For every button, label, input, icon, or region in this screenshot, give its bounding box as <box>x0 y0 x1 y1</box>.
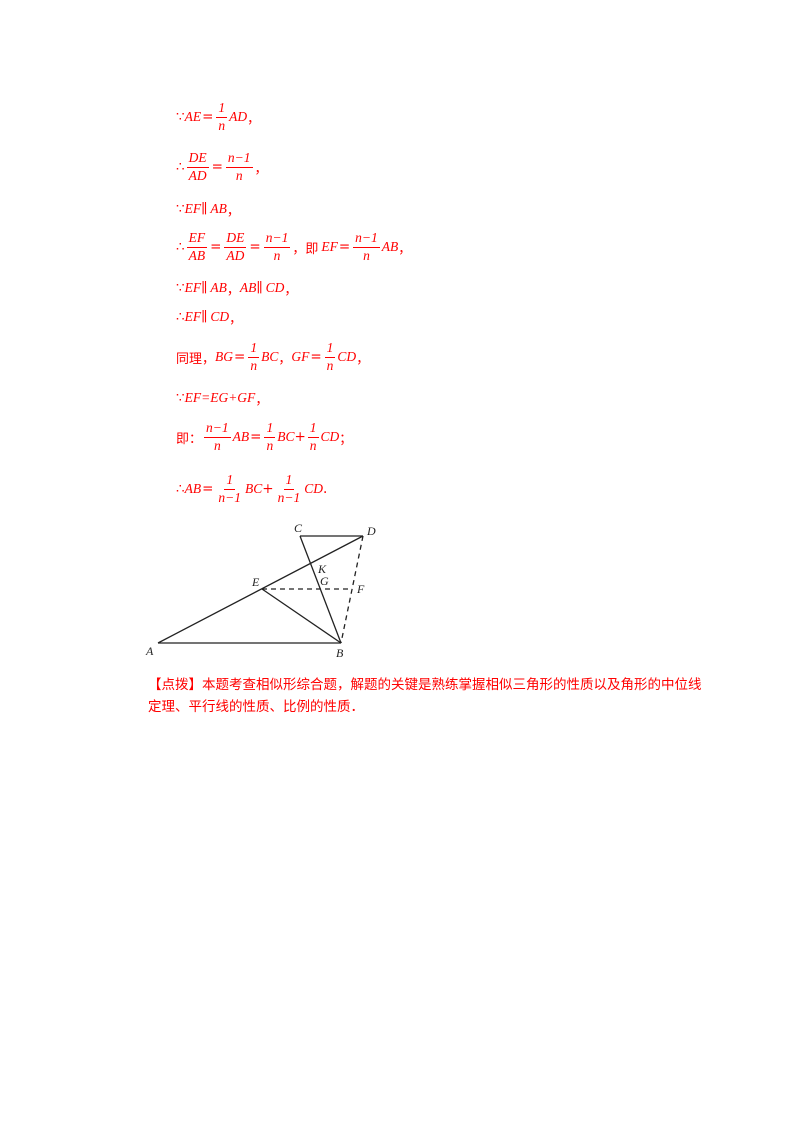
fraction: 1 n−1 <box>277 472 301 505</box>
label-A: A <box>145 644 154 658</box>
equals: = <box>202 109 214 125</box>
label-E: E <box>251 575 260 589</box>
term: AD <box>229 109 248 124</box>
parallel-symbol: ∥ <box>201 201 208 217</box>
segment-DB <box>340 535 364 644</box>
note-text: 本题考查相似形综合题，解题的关键是熟练掌握相似三角形的性质以及角形的中位线定理、… <box>148 677 702 715</box>
therefore-symbol: ∴ <box>176 159 185 175</box>
step-9: 即： n−1 n AB = 1 n BC + 1 n CD ； <box>176 420 353 453</box>
fraction: n−1 n <box>353 230 380 263</box>
fraction: n−1 n <box>204 420 231 453</box>
step-10: ∴ AB = 1 n−1 BC + 1 n−1 CD . <box>176 472 328 505</box>
parallel-symbol: ∥ <box>201 280 208 296</box>
fraction: 1 n <box>307 420 319 453</box>
label-K: K <box>317 562 327 576</box>
term: AE <box>184 109 202 124</box>
fraction: 1 n <box>324 340 336 373</box>
fraction: EF AB <box>186 230 208 263</box>
note-tag: 【点拨】 <box>148 677 202 693</box>
parallel-symbol: ∥ <box>201 309 208 325</box>
because-symbol: ∵ <box>176 201 185 217</box>
step-7: 同理， BG = 1 n BC ， GF = 1 n CD ， <box>176 340 370 373</box>
step-8: ∵ EF=EG+GF ， <box>176 390 269 408</box>
segment-EB <box>261 588 342 644</box>
fraction: 1 n <box>216 100 228 133</box>
label-F: F <box>356 582 365 596</box>
step-5: ∵ EF ∥ AB ， AB ∥ CD ， <box>176 280 298 298</box>
label-G: G <box>320 574 329 588</box>
fraction: DE AD <box>224 230 247 263</box>
therefore-symbol: ∴ <box>176 481 185 497</box>
therefore-symbol: ∴ <box>176 239 185 255</box>
hint-note: 【点拨】本题考查相似形综合题，解题的关键是熟练掌握相似三角形的性质以及角形的中位… <box>148 674 708 718</box>
step-1: ∵ AE = 1 n AD ， <box>176 100 261 133</box>
segment-AD <box>157 535 364 644</box>
label-D: D <box>366 524 376 538</box>
label-B: B <box>336 646 344 660</box>
fraction: 1 n−1 <box>218 472 242 505</box>
equals: = <box>211 159 223 175</box>
step-6: ∴ EF ∥ CD ， <box>176 309 243 327</box>
therefore-symbol: ∴ <box>176 309 185 325</box>
label-C: C <box>294 521 303 535</box>
step-4: ∴ EF AB = DE AD = n−1 n ，即 EF = n−1 n AB… <box>176 230 412 263</box>
parallel-symbol: ∥ <box>256 280 263 296</box>
fraction: n−1 n <box>225 150 253 183</box>
because-symbol: ∵ <box>176 280 185 296</box>
because-symbol: ∵ <box>176 109 185 125</box>
fraction: 1 n <box>248 340 260 373</box>
because-symbol: ∵ <box>176 390 185 406</box>
fraction: DE AD <box>186 150 209 183</box>
fraction: 1 n <box>264 420 276 453</box>
fraction: n−1 n <box>263 230 291 263</box>
step-3: ∵ EF ∥ AB ， <box>176 201 240 219</box>
step-2: ∴ DE AD = n−1 n ， <box>176 150 268 183</box>
